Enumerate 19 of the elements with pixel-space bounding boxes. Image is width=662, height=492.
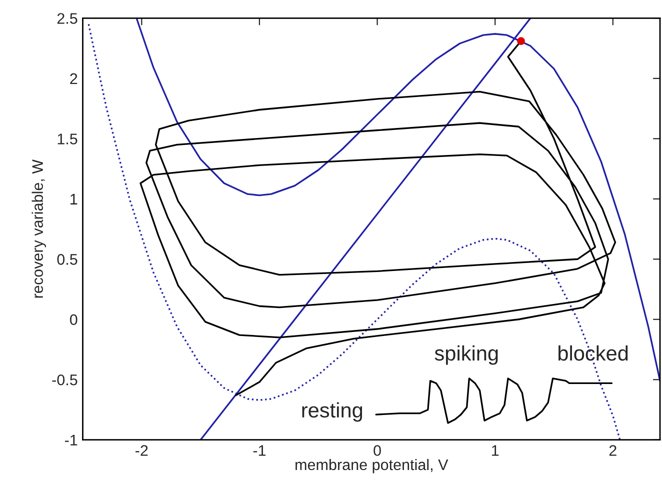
y-tick-label: -0.5 bbox=[52, 374, 78, 386]
line-series bbox=[375, 378, 613, 424]
annotation: spiking bbox=[434, 345, 498, 365]
x-axis-title: membrane potential, V bbox=[296, 458, 448, 474]
x-tick-label: 2 bbox=[609, 445, 616, 456]
y-tick-label: 0.5 bbox=[57, 254, 78, 265]
annotation: blocked bbox=[558, 345, 628, 361]
y-tick-label: 2 bbox=[70, 73, 78, 84]
x-tick-label: -2 bbox=[136, 445, 148, 456]
y-axis-title: recovery variable, W bbox=[32, 159, 46, 298]
x-tick-label: 1 bbox=[492, 445, 499, 456]
y-tick-label: 2.5 bbox=[57, 13, 78, 24]
y-tick-label: -1 bbox=[64, 434, 78, 446]
y-tick-label: 0 bbox=[70, 314, 78, 326]
y-tick-label: 1.5 bbox=[58, 134, 78, 144]
annotation: resting bbox=[302, 402, 362, 422]
y-tick-label: 1 bbox=[70, 194, 78, 204]
x-tick-label: 0 bbox=[374, 445, 381, 456]
x-tick-label: -1 bbox=[253, 445, 266, 456]
